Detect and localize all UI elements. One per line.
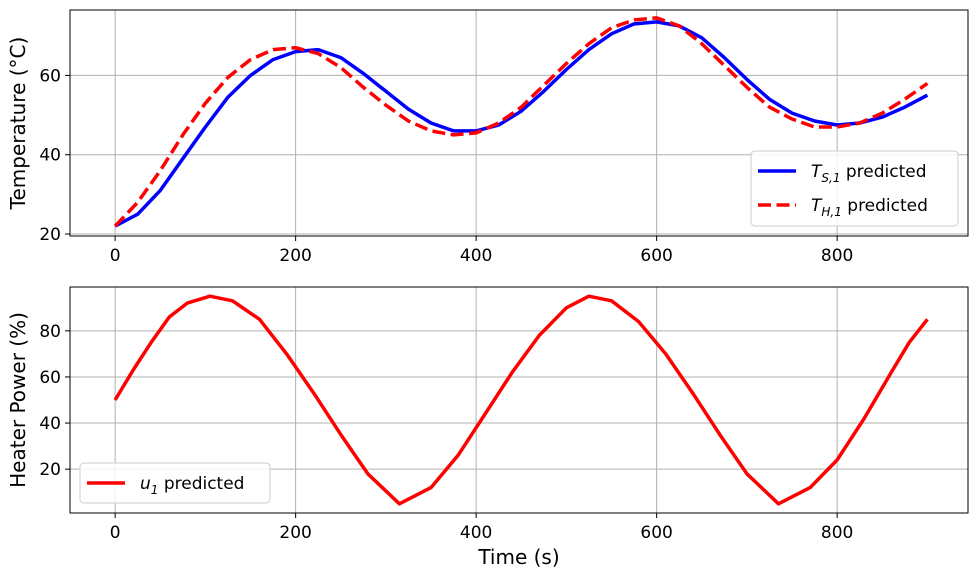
legend-label-subscript: S,1 bbox=[821, 171, 840, 185]
y-tick-label: 20 bbox=[39, 225, 61, 245]
legend-label-1: TH,1 predicted bbox=[811, 196, 928, 219]
heater-power-subplot: 0 200 400 600 800 20 40 60 80 Heater Power (%) Tim… bbox=[6, 286, 969, 569]
x-tick-label: 800 bbox=[821, 523, 853, 543]
x-tick-label: 0 bbox=[110, 246, 121, 266]
axes-frame bbox=[69, 286, 969, 514]
legend-label-subscript: H,1 bbox=[821, 205, 841, 219]
legend: u1 predicted bbox=[79, 462, 271, 504]
y-axis-label: Temperature (°C) bbox=[6, 37, 30, 211]
x-tick-label: 0 bbox=[110, 523, 121, 543]
legend-label-main: T bbox=[811, 196, 823, 216]
x-tick-label: 600 bbox=[640, 523, 672, 543]
legend-label-rest: predicted bbox=[158, 474, 244, 494]
legend-label-main: T bbox=[811, 162, 823, 182]
x-tick-label: 600 bbox=[640, 246, 672, 266]
y-axis-label: Heater Power (%) bbox=[6, 312, 30, 488]
legend-label-0: TS,1 predicted bbox=[811, 162, 927, 185]
series-line-0 bbox=[114, 20, 929, 228]
legend-label-rest: predicted bbox=[840, 162, 926, 182]
series-line-1 bbox=[113, 16, 929, 228]
legend-box bbox=[750, 150, 959, 227]
y-tick-label: 40 bbox=[39, 146, 61, 166]
y-tick-label: 60 bbox=[39, 66, 61, 86]
legend-label-subscript: 1 bbox=[151, 483, 159, 497]
legend-label-main: u bbox=[140, 474, 151, 494]
legend-label-0: u1 predicted bbox=[140, 474, 244, 497]
y-tick-label: 40 bbox=[39, 414, 61, 434]
x-tick-label: 400 bbox=[460, 523, 492, 543]
legend-box bbox=[79, 462, 271, 504]
y-tick-label: 80 bbox=[39, 322, 61, 342]
x-tick-label: 200 bbox=[279, 246, 311, 266]
y-tick-label: 20 bbox=[39, 460, 61, 480]
legend-label-rest: predicted bbox=[842, 196, 928, 216]
x-tick-label: 400 bbox=[460, 246, 492, 266]
x-axis-label: Time (s) bbox=[477, 545, 559, 569]
x-tick-label: 200 bbox=[279, 523, 311, 543]
x-tick-label: 800 bbox=[821, 246, 853, 266]
axes-frame bbox=[69, 9, 969, 237]
temperature-subplot: 0 200 400 600 800 20 40 60 Temperature (°C) TS,1 … bbox=[6, 9, 969, 266]
y-tick-label: 60 bbox=[39, 368, 61, 388]
series-line-0 bbox=[113, 294, 929, 506]
